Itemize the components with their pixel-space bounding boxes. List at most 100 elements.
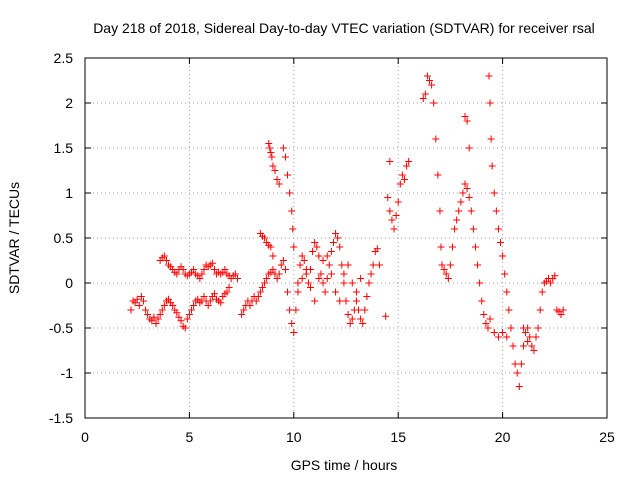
data-point	[348, 279, 356, 287]
data-point	[423, 72, 431, 80]
y-tick-label: 0	[65, 275, 73, 291]
data-point	[465, 194, 473, 201]
data-point	[281, 266, 289, 273]
data-point	[405, 158, 413, 165]
data-point	[187, 306, 195, 314]
y-tick-label: 2	[65, 95, 73, 111]
y-tick-label: -1	[61, 365, 74, 381]
data-point	[444, 275, 452, 282]
data-point	[394, 198, 402, 206]
data-point	[503, 288, 511, 296]
data-point	[290, 243, 298, 251]
data-point	[551, 272, 559, 280]
data-point	[307, 284, 315, 291]
data-point	[352, 288, 360, 296]
data-point	[319, 279, 327, 287]
data-point	[455, 207, 463, 215]
data-point	[488, 162, 496, 170]
data-point	[348, 315, 356, 323]
data-point	[183, 315, 191, 323]
data-point	[386, 158, 394, 165]
data-point	[461, 180, 469, 188]
data-point	[428, 81, 436, 89]
data-point	[476, 279, 484, 287]
x-tick-label: 15	[390, 429, 406, 445]
data-point	[503, 333, 511, 341]
data-point	[288, 207, 296, 215]
data-point	[204, 302, 212, 309]
data-point	[284, 288, 292, 296]
data-point	[271, 167, 279, 174]
data-point	[484, 324, 492, 332]
data-point	[398, 171, 406, 179]
data-point	[373, 245, 381, 253]
data-point	[338, 261, 346, 269]
data-point	[254, 293, 262, 300]
data-point	[179, 266, 187, 273]
data-point	[513, 369, 521, 377]
data-point	[478, 297, 486, 305]
data-point	[509, 342, 517, 350]
data-point	[386, 207, 394, 215]
data-point	[300, 257, 308, 264]
data-point	[357, 275, 365, 282]
data-point	[223, 288, 231, 296]
data-point	[390, 225, 398, 233]
data-point	[175, 313, 183, 321]
data-point	[471, 243, 479, 251]
data-point	[137, 293, 145, 300]
data-point	[507, 324, 515, 332]
data-point	[511, 360, 519, 368]
data-point	[268, 153, 276, 161]
data-point	[382, 312, 390, 320]
data-point	[534, 324, 542, 332]
data-point	[238, 311, 246, 318]
data-point	[327, 248, 335, 255]
data-point	[269, 162, 277, 170]
data-point	[375, 261, 383, 269]
data-point	[530, 347, 538, 354]
data-point	[497, 239, 505, 246]
data-point	[453, 216, 461, 224]
data-point	[206, 297, 214, 305]
data-point	[194, 295, 202, 303]
data-point	[336, 243, 344, 251]
data-point	[311, 297, 319, 305]
data-point	[294, 279, 302, 287]
data-point	[261, 234, 269, 242]
data-point	[334, 234, 342, 242]
data-point	[294, 288, 302, 296]
data-point	[275, 180, 283, 188]
x-tick-label: 10	[286, 429, 302, 445]
data-point	[275, 270, 283, 278]
data-point	[231, 270, 239, 278]
data-point	[457, 198, 465, 206]
data-point	[519, 324, 527, 332]
data-point	[289, 225, 297, 233]
data-point	[499, 329, 507, 336]
data-point	[240, 306, 248, 314]
data-point	[536, 306, 544, 314]
data-point	[438, 261, 446, 269]
data-point	[432, 135, 440, 143]
data-point	[210, 290, 218, 298]
x-tick-label: 5	[186, 429, 194, 445]
data-point	[156, 311, 164, 318]
data-point	[200, 293, 208, 300]
data-point	[277, 261, 285, 269]
data-point	[313, 243, 321, 251]
data-point	[469, 225, 477, 233]
data-point	[165, 295, 173, 303]
grid	[85, 58, 607, 418]
data-point	[490, 189, 498, 197]
data-point	[369, 261, 377, 269]
data-point	[384, 194, 392, 201]
data-point	[269, 252, 277, 260]
data-point	[323, 275, 331, 282]
data-point	[160, 252, 168, 260]
data-point	[524, 338, 532, 345]
data-point	[490, 329, 498, 336]
data-series	[127, 72, 567, 390]
data-point	[261, 279, 269, 287]
